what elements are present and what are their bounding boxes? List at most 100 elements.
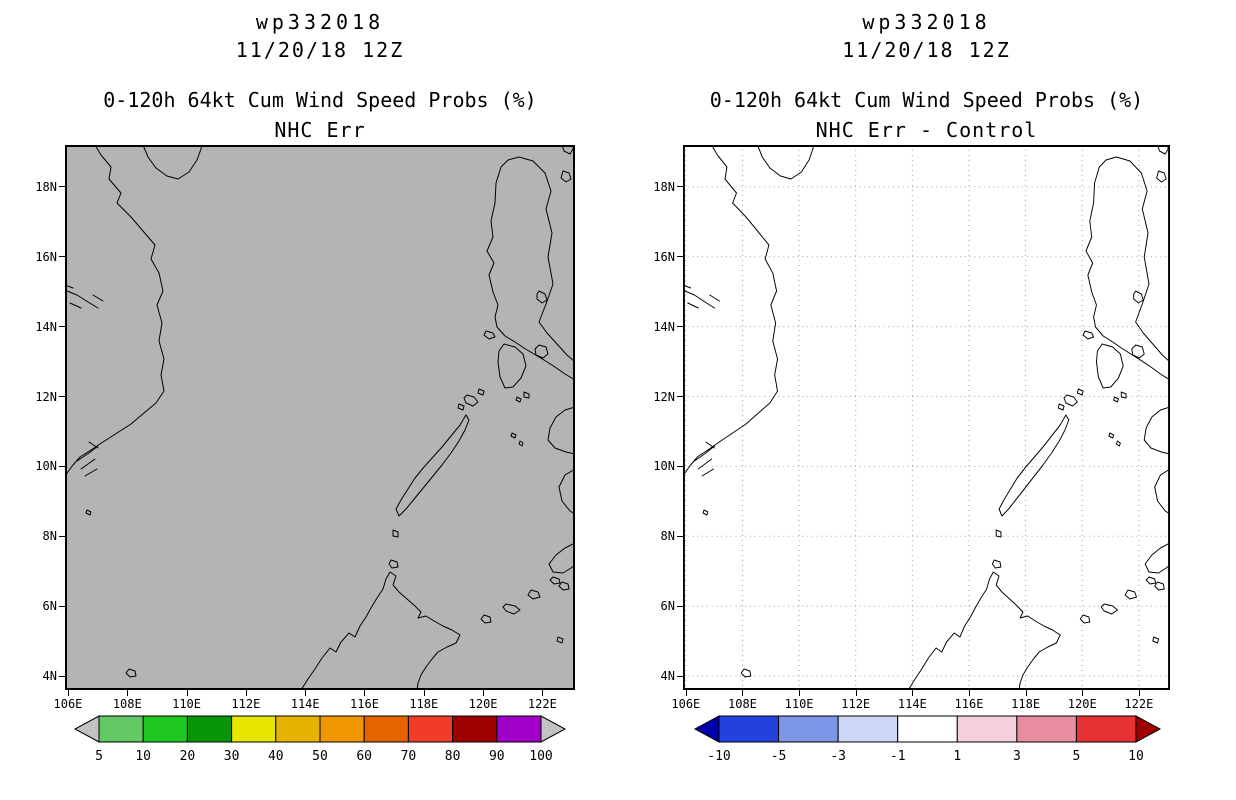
colorbar-segment <box>186 715 233 743</box>
lat-tick-label: 14N <box>653 319 675 334</box>
lon-tick <box>685 690 687 696</box>
map-background <box>65 145 575 690</box>
lon-tick <box>1025 690 1027 696</box>
lat-tick-label: 6N <box>660 599 675 614</box>
lon-tick <box>364 690 366 696</box>
lat-tick-label: 16N <box>653 249 675 264</box>
lat-tick <box>59 535 65 537</box>
colorbar-tick-label: 10 <box>1128 749 1144 764</box>
colorbar-segment <box>837 715 899 743</box>
lon-tick <box>305 690 307 696</box>
lon-tick-label: 110E <box>784 697 814 711</box>
lon-tick-label: 122E <box>1124 697 1154 711</box>
lat-tick <box>59 465 65 467</box>
init-time-title: 11/20/18 12Z <box>842 38 1011 62</box>
colorbar-tick-label: 3 <box>1013 749 1021 764</box>
lon-tick-label: 112E <box>231 697 261 711</box>
colorbar-segment <box>231 715 277 743</box>
lon-tick <box>483 690 485 696</box>
lon-tick <box>912 690 914 696</box>
colorbar-segment <box>319 715 365 743</box>
left-panel-header: wp332018 11/20/18 12Z 0-120h 64kt Cum Wi… <box>65 0 575 145</box>
colorbar-tick-label: -3 <box>830 749 846 764</box>
lon-tick <box>1138 690 1140 696</box>
lon-tick-label: 120E <box>1067 697 1097 711</box>
colorbar-segment <box>496 715 542 743</box>
lat-tick <box>677 535 683 537</box>
lat-tick <box>677 675 683 677</box>
lat-tick-label: 16N <box>35 249 57 264</box>
lat-tick <box>59 605 65 607</box>
model-label: NHC Err - Control <box>815 118 1038 142</box>
lat-tick-label: 8N <box>660 529 675 544</box>
gridlines <box>683 145 1170 690</box>
lat-tick <box>59 256 65 258</box>
lon-tick <box>245 690 247 696</box>
difference-colorbar: -10 -5 -3 -1 1 3 5 10 <box>693 715 1162 764</box>
lat-tick <box>677 326 683 328</box>
colorbar-tick-label: 40 <box>268 749 284 764</box>
colorbar-segment <box>407 715 454 743</box>
lon-tick <box>127 690 129 696</box>
lat-tick-label: 8N <box>42 529 57 544</box>
colorbar-segment <box>956 715 1018 743</box>
map-border <box>65 145 575 690</box>
colorbar-tick-label: -5 <box>771 749 787 764</box>
colorbar-tick-label: 1 <box>953 749 961 764</box>
colorbar-tick-label: 100 <box>529 749 552 764</box>
storm-id-title: wp332018 <box>862 10 991 34</box>
colorbar-body: 5 10 20 30 40 50 60 70 80 90 100 <box>73 715 567 764</box>
colorbar-below-arrow <box>693 715 720 743</box>
lon-tick-label: 110E <box>172 697 202 711</box>
lon-tick-label: 108E <box>728 697 757 711</box>
storm-id-title: wp332018 <box>255 10 385 34</box>
lat-tick-label: 4N <box>42 669 57 684</box>
lon-tick-label: 114E <box>290 697 320 711</box>
probability-colorbar: 5 10 20 30 40 50 60 70 80 90 100 <box>73 715 567 764</box>
lon-tick-label: 118E <box>409 697 439 711</box>
lat-tick-label: 12N <box>35 389 57 404</box>
colorbar-tick-label: 90 <box>489 749 505 764</box>
colorbar-tick-label: 10 <box>135 749 151 764</box>
lon-tick <box>968 690 970 696</box>
lat-tick <box>59 675 65 677</box>
colorbar-tick-label: 30 <box>224 749 240 764</box>
left-panel: wp332018 11/20/18 12Z 0-120h 64kt Cum Wi… <box>35 0 575 764</box>
lat-tick-label: 4N <box>660 669 675 684</box>
lon-tick-label: 120E <box>468 697 498 711</box>
lat-tick <box>677 256 683 258</box>
lat-tick <box>59 326 65 328</box>
model-label: NHC Err <box>274 118 366 142</box>
lat-tick-label: 18N <box>35 179 57 194</box>
lon-tick-label: 108E <box>112 697 142 711</box>
lat-tick-label: 6N <box>42 599 57 614</box>
lat-tick <box>677 396 683 398</box>
colorbar-segment <box>778 715 839 743</box>
lon-tick-label: 106E <box>53 697 83 711</box>
lat-tick-label: 10N <box>35 459 57 474</box>
colorbar-tick-label: 60 <box>356 749 372 764</box>
lon-tick-label: 116E <box>350 697 379 711</box>
lat-tick <box>677 605 683 607</box>
colorbar-tick-label: 5 <box>1073 749 1081 764</box>
colorbar-below-arrow <box>73 715 100 743</box>
init-time-title: 11/20/18 12Z <box>235 38 405 62</box>
map-plot <box>683 145 1170 690</box>
map-background <box>683 145 1170 690</box>
map-plot <box>65 145 575 690</box>
lon-tick-label: 122E <box>527 697 557 711</box>
lat-tick <box>677 186 683 188</box>
lon-tick-label: 116E <box>954 697 984 711</box>
colorbar-above-arrow <box>1135 715 1162 743</box>
product-title: 0-120h 64kt Cum Wind Speed Probs (%) <box>709 88 1144 112</box>
lat-tick <box>59 186 65 188</box>
lat-tick <box>677 465 683 467</box>
colorbar-body: -10 -5 -3 -1 1 3 5 10 <box>693 715 1162 764</box>
colorbar-segment <box>275 715 321 743</box>
lon-tick-label: 112E <box>841 697 871 711</box>
colorbar-segment <box>98 715 144 743</box>
colorbar-tick-label: 80 <box>445 749 461 764</box>
lat-tick-label: 18N <box>653 179 675 194</box>
lon-tick-label: 106E <box>671 697 701 711</box>
